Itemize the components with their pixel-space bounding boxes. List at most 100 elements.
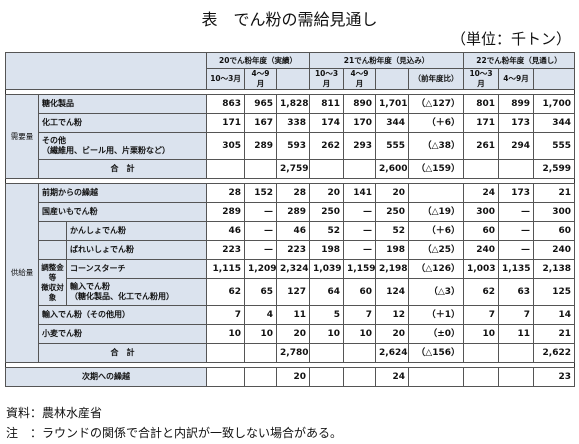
- cell: 2,324: [276, 259, 311, 279]
- cell: （＋6）: [408, 113, 465, 133]
- cell: 593: [276, 132, 311, 160]
- column-header: 10～3月: [463, 68, 500, 90]
- table-row: 調整金等 徴収対象 コーンスターチ 1,115 1,209 2,324 1,039 1,15…: [6, 259, 576, 306]
- cell: 10: [309, 324, 345, 344]
- cell: [206, 159, 246, 179]
- column-header: 4～9月: [244, 68, 278, 90]
- row-label: コーンスターチ: [65, 259, 208, 279]
- cell: 21: [533, 324, 576, 344]
- cell: 250: [375, 202, 410, 222]
- carryover-label: 次期への繰越: [4, 367, 208, 387]
- cell: 62: [206, 278, 246, 306]
- row-label: 糖化製品: [37, 94, 208, 114]
- cell: 10: [244, 324, 278, 344]
- cell: （△3）: [408, 278, 465, 306]
- cell: —: [498, 202, 535, 222]
- cell: 899: [498, 94, 535, 114]
- row-label: 国産いもでん粉: [37, 202, 208, 222]
- cell: [498, 367, 535, 387]
- cell: 46: [276, 221, 311, 241]
- cell: 24: [463, 183, 500, 203]
- cell: 344: [375, 113, 410, 133]
- cell: [408, 183, 465, 203]
- year-header: 20でん粉年度（実績）: [206, 52, 311, 69]
- cell: 1,828: [276, 94, 311, 114]
- cell: 171: [206, 113, 246, 133]
- section-label: 需要量: [5, 94, 39, 179]
- cell: 2,624: [375, 343, 410, 363]
- supply-demand-table: 20でん粉年度（実績） 21でん粉年度（見込み） 22でん粉年度（見通し） 10～3月…: [4, 52, 576, 387]
- cell: 7: [498, 305, 535, 325]
- table-row: 輸入でん粉 （糖化製品、化工でん粉用） 62 65 127 64 60 124 （△3） 62 6…: [6, 278, 576, 306]
- cell: 289: [206, 202, 246, 222]
- cell: —: [244, 221, 278, 241]
- cell: 305: [206, 132, 246, 160]
- cell: 28: [276, 183, 311, 203]
- cell: —: [244, 202, 278, 222]
- cell: 62: [463, 278, 500, 306]
- row-label: その他 （繊維用、ビール用、片栗粉など）: [37, 132, 208, 160]
- row-label: 前期からの繰越: [37, 183, 208, 203]
- cell: 7: [206, 305, 246, 325]
- cell: 46: [206, 221, 246, 241]
- table-row: 供給量 前期からの繰越 28 152 28 20 141 20 24 173 21: [5, 183, 576, 363]
- column-header: 4～9月: [498, 68, 535, 90]
- cell: 7: [343, 305, 377, 325]
- cell: [309, 367, 345, 387]
- year-header: 22でん粉年度（見通し）: [463, 52, 576, 69]
- table-row: 輸入でん粉（その他用） 7 4 11 5 7 12 （＋1） 7 7 14: [6, 305, 576, 325]
- cell: 152: [244, 183, 278, 203]
- cell: [343, 367, 377, 387]
- row-label: 小麦でん粉: [37, 324, 208, 344]
- cell: 261: [463, 132, 500, 160]
- cell: 289: [276, 202, 311, 222]
- cell: 300: [533, 202, 576, 222]
- cell: 24: [375, 367, 410, 387]
- row-label: 輸入でん粉 （糖化製品、化工でん粉用）: [65, 278, 208, 306]
- table-row: 合 計 2,780 2,624 （△156） 2,622: [6, 343, 576, 363]
- cell: 250: [309, 202, 345, 222]
- cell: 1,003: [463, 259, 500, 279]
- column-header: 10～3月: [206, 68, 246, 90]
- row-label: 化工でん粉: [37, 113, 208, 133]
- cell: 1,135: [498, 259, 535, 279]
- cell: [244, 343, 278, 363]
- total-label: 合 計: [37, 159, 208, 179]
- cell: [244, 367, 278, 387]
- cell: —: [343, 240, 377, 260]
- cell: （△19）: [408, 202, 465, 222]
- cell: 21: [533, 183, 576, 203]
- cell: 52: [375, 221, 410, 241]
- group-label: 調整金等 徴収対象: [38, 259, 67, 306]
- cell: —: [498, 221, 535, 241]
- cell: —: [498, 240, 535, 260]
- cell: 10: [463, 324, 500, 344]
- cell: 125: [533, 278, 576, 306]
- cell: 2,780: [276, 343, 311, 363]
- table-row: その他 （繊維用、ビール用、片栗粉など） 305 289 593 262 293 555 （△…: [6, 132, 576, 160]
- cell: 198: [309, 240, 345, 260]
- cell: 1,701: [375, 94, 410, 114]
- cell: 2,599: [533, 159, 576, 179]
- cell: 555: [533, 132, 576, 160]
- cell: 170: [343, 113, 377, 133]
- cell: 863: [206, 94, 246, 114]
- unit: （単位：千トン）: [450, 30, 571, 48]
- cell: 965: [244, 94, 278, 114]
- cell: 171: [463, 113, 500, 133]
- column-header: （前年度比）: [408, 68, 465, 90]
- cell: 20: [276, 324, 311, 344]
- cell: 23: [533, 367, 576, 387]
- cell: 174: [309, 113, 345, 133]
- column-header: 10～3月: [309, 68, 345, 90]
- cell: 20: [276, 367, 311, 387]
- column-header: [276, 68, 311, 90]
- cell: 20: [375, 324, 410, 344]
- table-row: 20でん粉年度（実績） 21でん粉年度（見込み） 22でん粉年度（見通し）: [4, 52, 576, 90]
- total-label: 合 計: [37, 343, 208, 363]
- cell: [309, 159, 345, 179]
- cell: 167: [244, 113, 278, 133]
- cell: 64: [309, 278, 345, 306]
- cell: （＋1）: [408, 305, 465, 325]
- cell: 344: [533, 113, 576, 133]
